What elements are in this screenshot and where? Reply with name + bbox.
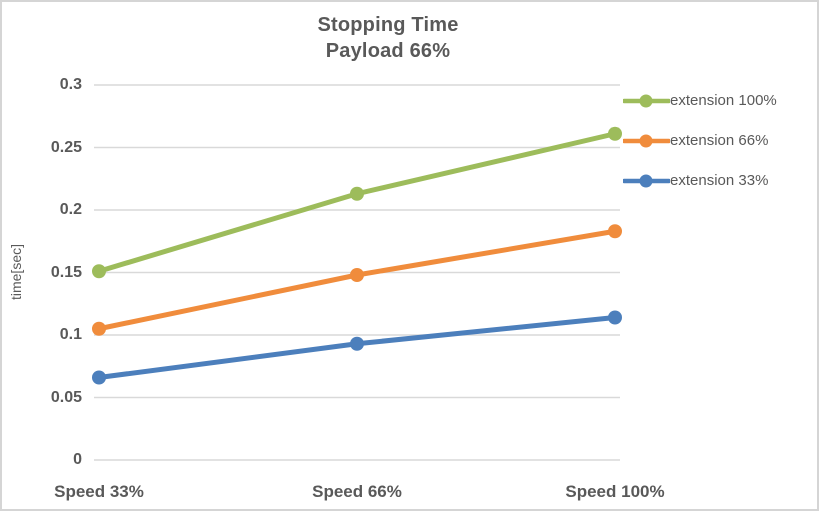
legend: extension 100% extension 66% extension 3…	[623, 88, 777, 193]
y-tick-label: 0.2	[59, 201, 82, 218]
data-point-marker-extension-100[interactable]	[92, 264, 106, 279]
y-tick-label: 0.15	[50, 263, 82, 281]
legend-line-marker-icon	[623, 134, 670, 147]
legend-item-extension-66[interactable]: extension 66%	[623, 128, 777, 153]
data-point-marker-extension-33[interactable]	[350, 336, 364, 351]
data-point-marker-extension-66[interactable]	[92, 321, 106, 336]
y-tick-label: 0.25	[50, 138, 82, 156]
data-point-marker-extension-66[interactable]	[350, 268, 364, 282]
legend-line-marker-icon	[623, 94, 670, 107]
legend-label: extension 33%	[670, 172, 769, 189]
x-tick-label: Speed 66%	[312, 482, 402, 501]
y-tick-label: 0.05	[50, 388, 82, 406]
legend-label: extension 66%	[670, 132, 769, 149]
data-point-marker-extension-100[interactable]	[350, 186, 364, 201]
y-tick-label: 0.3	[59, 76, 82, 93]
data-point-marker-extension-66[interactable]	[608, 224, 622, 239]
legend-label: extension 100%	[670, 92, 777, 109]
data-point-marker-extension-33[interactable]	[92, 370, 106, 385]
data-point-marker-extension-33[interactable]	[608, 310, 622, 325]
x-tick-label: Speed 100%	[565, 482, 665, 501]
y-tick-label: 0	[73, 451, 82, 468]
legend-item-extension-100[interactable]: extension 100%	[623, 88, 777, 113]
series-line-extension-100[interactable]	[96, 131, 618, 274]
data-point-marker-extension-100[interactable]	[608, 126, 622, 141]
legend-item-extension-33[interactable]: extension 33%	[623, 168, 777, 193]
x-tick-label: Speed 33%	[54, 482, 144, 501]
y-tick-label: 0.1	[59, 326, 82, 343]
legend-line-marker-icon	[623, 174, 670, 187]
